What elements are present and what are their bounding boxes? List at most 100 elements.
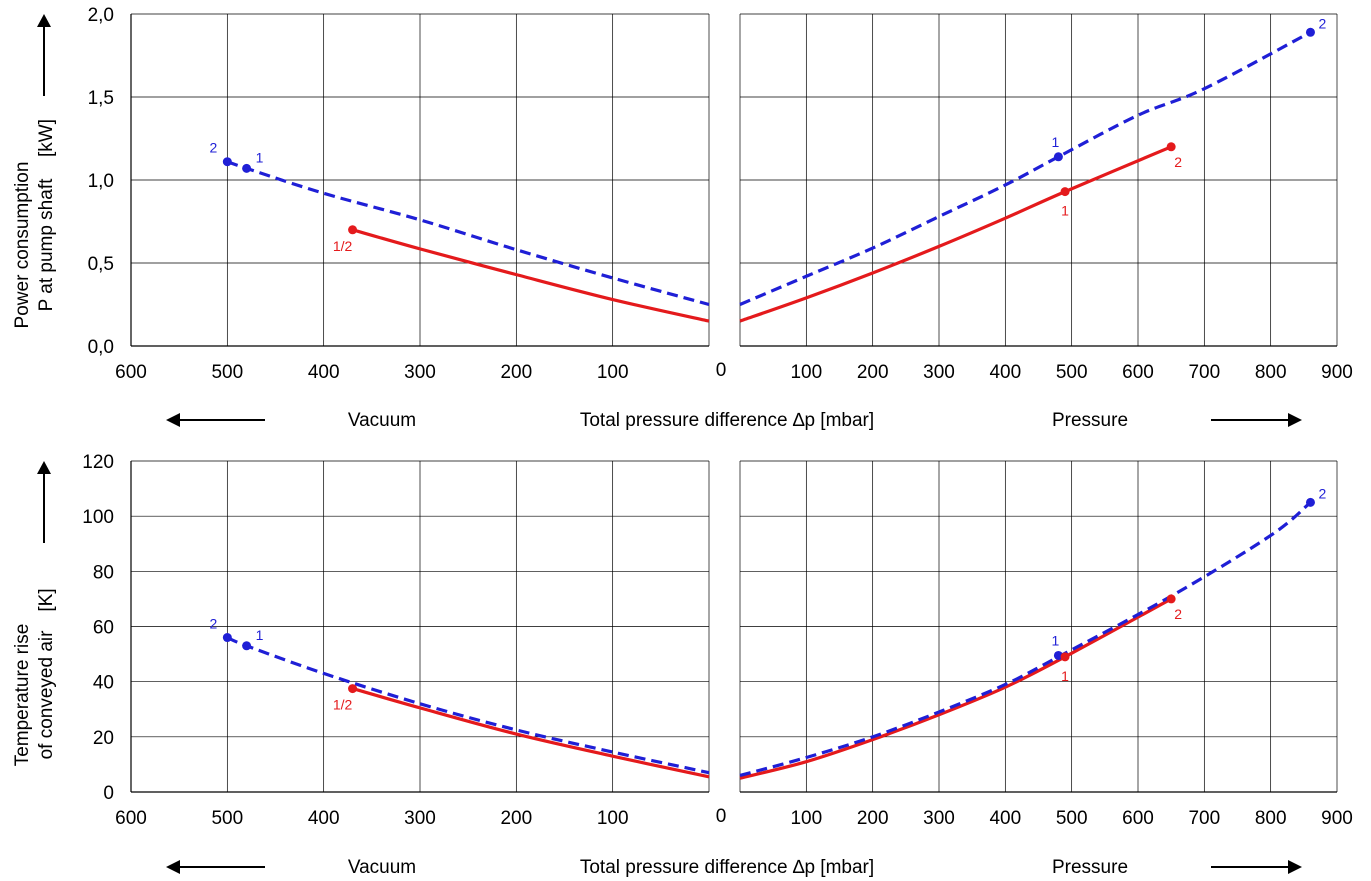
series-line-pressure-red-solid <box>739 145 1172 323</box>
pressure-arrow-head <box>1288 860 1302 874</box>
x-tick-label-pressure: 600 <box>1122 362 1154 383</box>
y-axis-title-line2: of conveyed air <box>36 630 57 760</box>
x-tick-label-pressure: 200 <box>857 808 889 829</box>
x-tick-label-pressure: 600 <box>1122 808 1154 829</box>
data-point-vacuum-red <box>348 684 358 694</box>
series-line-pressure-blue-dashed <box>739 30 1312 306</box>
point-label: 1 <box>1061 203 1069 219</box>
vacuum-label: Vacuum <box>348 410 416 431</box>
y-axis-title-line1: Power consumption <box>12 162 33 329</box>
y-up-arrow-head <box>37 14 51 27</box>
x-tick-label-pressure: 900 <box>1321 808 1353 829</box>
x-tick-label-pressure: 800 <box>1255 808 1287 829</box>
y-tick-label: 120 <box>82 452 114 473</box>
x-tick-label-vacuum: 600 <box>115 808 147 829</box>
pressure-label: Pressure <box>1052 857 1128 878</box>
y-tick-label: 60 <box>93 618 114 639</box>
data-point-pressure-blue <box>1305 497 1315 507</box>
pressure-label: Pressure <box>1052 410 1128 431</box>
data-point-vacuum-blue <box>242 163 252 173</box>
x-tick-label-pressure: 700 <box>1188 808 1220 829</box>
x-tick-label-vacuum: 400 <box>308 808 340 829</box>
x-tick-label-vacuum: 200 <box>500 808 532 829</box>
x-tick-label-pressure: 200 <box>857 362 889 383</box>
y-tick-label: 100 <box>82 507 114 528</box>
data-point-pressure-red <box>1166 594 1176 604</box>
y-tick-label: 0,5 <box>88 254 114 275</box>
y-tick-label: 0,0 <box>88 337 114 358</box>
x-tick-label-pressure: 400 <box>989 362 1021 383</box>
point-label: 2 <box>1174 154 1182 170</box>
point-label: 2 <box>210 616 218 632</box>
data-point-vacuum-blue <box>222 157 232 167</box>
point-label: 1 <box>256 149 264 165</box>
series-line-pressure-blue-dashed <box>739 501 1312 777</box>
data-point-vacuum-red <box>348 225 358 235</box>
data-point-pressure-red <box>1166 142 1176 152</box>
point-label: 1/2 <box>333 238 353 254</box>
x-tick-label-pressure: 300 <box>923 362 955 383</box>
x-tick-label-zero: 0 <box>716 806 727 827</box>
point-label: 1 <box>1052 632 1060 648</box>
y-axis-title-line2: P at pump shaft <box>36 178 57 311</box>
x-tick-label-vacuum: 100 <box>597 362 629 383</box>
y-axis-unit: [kW] <box>36 119 57 157</box>
y-tick-label: 1,5 <box>88 88 114 109</box>
series-line-vacuum-red-solid <box>352 687 710 779</box>
y-tick-label: 40 <box>93 673 114 694</box>
vacuum-arrow-head <box>166 860 180 874</box>
x-tick-label-pressure: 300 <box>923 808 955 829</box>
data-point-vacuum-blue <box>222 633 232 643</box>
point-label: 2 <box>210 140 218 156</box>
x-tick-label-zero: 0 <box>716 360 727 381</box>
point-label: 2 <box>1318 485 1326 501</box>
x-tick-label-pressure: 400 <box>989 808 1021 829</box>
y-up-arrow-head <box>37 461 51 474</box>
x-tick-label-vacuum: 300 <box>404 808 436 829</box>
x-tick-label-vacuum: 200 <box>500 362 532 383</box>
y-tick-label: 80 <box>93 562 114 583</box>
x-tick-label-vacuum: 400 <box>308 362 340 383</box>
series-line-vacuum-blue-dashed <box>226 636 710 775</box>
x-tick-label-vacuum: 500 <box>211 362 243 383</box>
x-tick-label-pressure: 100 <box>790 362 822 383</box>
data-point-vacuum-blue <box>242 641 252 651</box>
point-label: 2 <box>1318 15 1326 31</box>
x-tick-label-pressure: 500 <box>1056 808 1088 829</box>
y-tick-label: 1,0 <box>88 171 114 192</box>
point-label: 2 <box>1174 606 1182 622</box>
x-tick-label-pressure: 100 <box>790 808 822 829</box>
data-point-pressure-blue <box>1305 27 1315 37</box>
x-axis-title: Total pressure difference ∆p [mbar] <box>580 410 874 431</box>
point-label: 1 <box>1061 668 1069 684</box>
series-line-vacuum-blue-dashed <box>226 160 710 307</box>
x-axis-title: Total pressure difference ∆p [mbar] <box>580 857 874 878</box>
vacuum-label: Vacuum <box>348 857 416 878</box>
y-axis-title-line1: Temperature rise <box>12 624 33 767</box>
x-tick-label-pressure: 800 <box>1255 362 1287 383</box>
series-line-pressure-red-solid <box>739 597 1172 780</box>
x-tick-label-pressure: 900 <box>1321 362 1353 383</box>
y-tick-label: 20 <box>93 728 114 749</box>
point-label: 1 <box>1052 134 1060 150</box>
x-tick-label-pressure: 700 <box>1188 362 1220 383</box>
point-label: 1/2 <box>333 697 353 713</box>
x-tick-label-pressure: 500 <box>1056 362 1088 383</box>
x-tick-label-vacuum: 600 <box>115 362 147 383</box>
y-axis-unit: [K] <box>36 588 57 611</box>
chart-panel-top: 0,0 0,5 1,0 1,5 2,0 600 500 400 300 200 100 100 200 3… <box>12 5 1353 431</box>
y-tick-label: 0 <box>103 783 114 804</box>
data-point-pressure-red <box>1060 652 1070 662</box>
vacuum-arrow-head <box>166 413 180 427</box>
series-line-vacuum-red-solid <box>352 228 710 323</box>
x-tick-label-vacuum: 500 <box>211 808 243 829</box>
pressure-arrow-head <box>1288 413 1302 427</box>
data-point-pressure-blue <box>1053 152 1063 162</box>
x-tick-label-vacuum: 300 <box>404 362 436 383</box>
y-tick-label: 2,0 <box>88 5 114 26</box>
data-point-pressure-red <box>1060 187 1070 197</box>
point-label: 1 <box>256 627 264 643</box>
x-tick-label-vacuum: 100 <box>597 808 629 829</box>
